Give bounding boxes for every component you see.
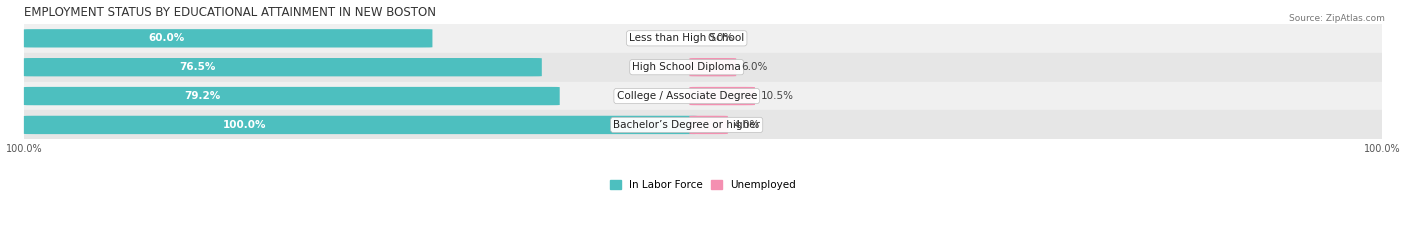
Bar <box>24 110 1382 139</box>
Text: Bachelor’s Degree or higher: Bachelor’s Degree or higher <box>613 120 761 130</box>
FancyBboxPatch shape <box>24 87 560 105</box>
Text: 76.5%: 76.5% <box>180 62 215 72</box>
FancyBboxPatch shape <box>689 58 737 76</box>
Text: 10.5%: 10.5% <box>761 91 793 101</box>
FancyBboxPatch shape <box>689 87 755 105</box>
Bar <box>24 53 1382 82</box>
Text: College / Associate Degree: College / Associate Degree <box>616 91 756 101</box>
Text: 60.0%: 60.0% <box>149 33 186 43</box>
FancyBboxPatch shape <box>24 29 433 48</box>
Text: 0.0%: 0.0% <box>707 33 734 43</box>
Text: 6.0%: 6.0% <box>741 62 768 72</box>
FancyBboxPatch shape <box>24 58 541 76</box>
FancyBboxPatch shape <box>689 116 728 134</box>
Text: Less than High School: Less than High School <box>628 33 744 43</box>
Bar <box>24 24 1382 53</box>
Text: High School Diploma: High School Diploma <box>633 62 741 72</box>
Text: 79.2%: 79.2% <box>184 91 221 101</box>
Text: Source: ZipAtlas.com: Source: ZipAtlas.com <box>1289 14 1385 23</box>
Text: 4.0%: 4.0% <box>734 120 759 130</box>
Text: EMPLOYMENT STATUS BY EDUCATIONAL ATTAINMENT IN NEW BOSTON: EMPLOYMENT STATUS BY EDUCATIONAL ATTAINM… <box>24 6 436 19</box>
FancyBboxPatch shape <box>24 116 697 134</box>
Bar <box>24 82 1382 110</box>
Text: 100.0%: 100.0% <box>224 120 267 130</box>
Legend: In Labor Force, Unemployed: In Labor Force, Unemployed <box>606 176 800 194</box>
